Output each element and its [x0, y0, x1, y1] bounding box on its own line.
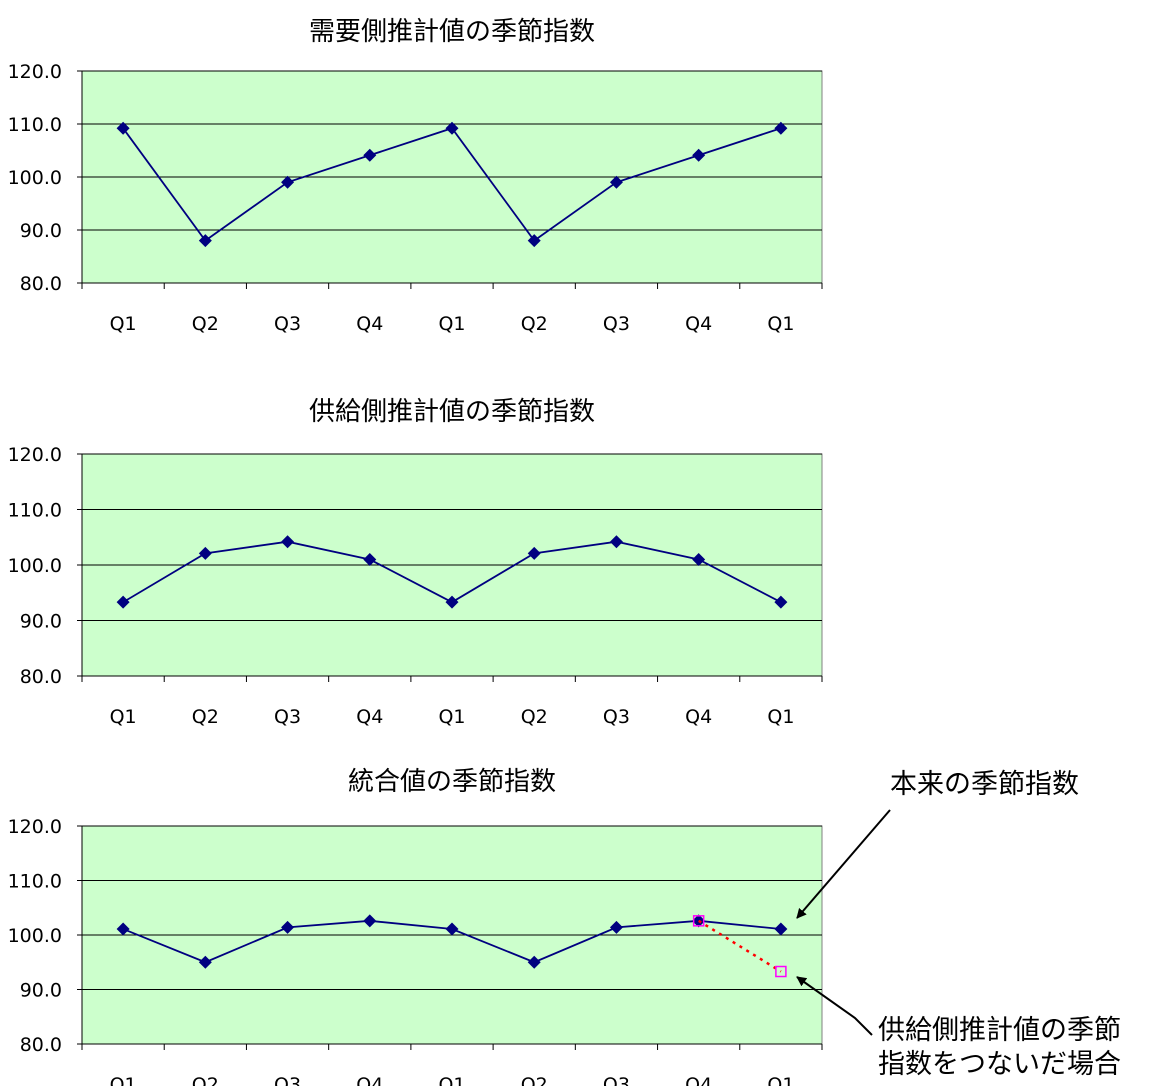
data-point [527, 955, 541, 969]
data-point [198, 546, 212, 560]
annotation-connected-line2: 指数をつないだ場合 [878, 1049, 1121, 1080]
x-tick-label: Q1 [767, 706, 794, 728]
x-tick-label: Q2 [521, 313, 548, 335]
y-tick-label: 90.0 [20, 980, 62, 1002]
data-point [116, 922, 130, 936]
x-tick-label: Q1 [767, 1074, 794, 1086]
data-point [116, 595, 130, 609]
data-point [774, 922, 788, 936]
x-tick-label: Q1 [438, 706, 465, 728]
data-point [774, 595, 788, 609]
data-point [527, 546, 541, 560]
x-tick-label: Q3 [274, 706, 301, 728]
x-tick-label: Q4 [685, 1074, 712, 1086]
data-point [609, 175, 623, 189]
y-tick-label: 110.0 [8, 500, 62, 522]
data-point [609, 920, 623, 934]
y-tick-label: 120.0 [8, 444, 62, 466]
x-tick-label: Q4 [685, 706, 712, 728]
data-point-square [775, 965, 787, 978]
data-point [281, 920, 295, 934]
y-tick-label: 80.0 [20, 273, 62, 295]
true-index-arrow [796, 809, 891, 919]
data-point [281, 175, 295, 189]
data-point [363, 148, 377, 162]
chart-title: 供給側推計値の季節指数 [309, 397, 595, 427]
x-tick-label: Q3 [603, 1074, 630, 1086]
data-point [692, 552, 706, 566]
x-tick-label: Q4 [685, 313, 712, 335]
y-tick-label: 80.0 [20, 1034, 62, 1056]
data-point [281, 535, 295, 549]
x-tick-label: Q2 [192, 1074, 219, 1086]
data-point-square [692, 915, 705, 927]
annotation-connected-line1: 供給側推計値の季節 [878, 1015, 1121, 1046]
data-point [198, 234, 212, 248]
x-tick-label: Q1 [767, 313, 794, 335]
series-line-dotted [698, 919, 782, 973]
x-tick-label: Q3 [274, 313, 301, 335]
y-tick-label: 80.0 [20, 666, 62, 688]
data-point [445, 595, 459, 609]
x-tick-label: Q1 [110, 313, 137, 335]
x-tick-label: Q1 [110, 1074, 137, 1086]
chart-3: 統合値の季節指数 80.0 90.0 100.0 110.0 120.0 Q1 Q2 Q3 Q4 Q… [8, 767, 823, 1086]
x-tick-label: Q3 [274, 1074, 301, 1086]
x-tick-label: Q1 [438, 313, 465, 335]
y-tick-label: 120.0 [8, 816, 62, 838]
x-tick-label: Q4 [356, 1074, 383, 1086]
y-tick-label: 110.0 [8, 871, 62, 893]
data-point [445, 922, 459, 936]
y-tick-label: 100.0 [8, 555, 62, 577]
data-point [363, 914, 377, 928]
x-tick-label: Q1 [438, 1074, 465, 1086]
data-point [692, 148, 706, 162]
data-point [198, 955, 212, 969]
chart-2: 供給側推計値の季節指数 80.0 90.0 100.0 110.0 120.0 Q1 Q2 Q3… [8, 397, 823, 728]
x-tick-label: Q2 [192, 706, 219, 728]
y-tick-label: 100.0 [8, 925, 62, 947]
data-point [527, 234, 541, 248]
x-tick-label: Q4 [356, 706, 383, 728]
x-tick-label: Q2 [521, 1074, 548, 1086]
y-tick-label: 120.0 [8, 61, 62, 83]
x-tick-label: Q1 [110, 706, 137, 728]
data-point [774, 121, 788, 135]
data-point [116, 121, 130, 135]
x-tick-label: Q2 [192, 313, 219, 335]
x-tick-label: Q3 [603, 313, 630, 335]
annotation-true-index: 本来の季節指数 [890, 769, 1079, 800]
chart-title: 需要側推計値の季節指数 [309, 17, 595, 47]
data-point [609, 535, 623, 549]
y-tick-label: 90.0 [20, 220, 62, 242]
chart-1: 需要側推計値の季節指数 80.0 90.0 100.0 110.0 120.0 Q1 Q2 Q3… [8, 17, 823, 335]
y-tick-label: 110.0 [8, 114, 62, 136]
x-tick-label: Q2 [521, 706, 548, 728]
x-tick-label: Q4 [356, 313, 383, 335]
y-tick-label: 100.0 [8, 167, 62, 189]
chart-title: 統合値の季節指数 [348, 767, 556, 797]
data-point [363, 552, 377, 566]
x-tick-label: Q3 [603, 706, 630, 728]
y-tick-label: 90.0 [20, 611, 62, 633]
connected-arrow [796, 976, 873, 1036]
data-point [445, 121, 459, 135]
